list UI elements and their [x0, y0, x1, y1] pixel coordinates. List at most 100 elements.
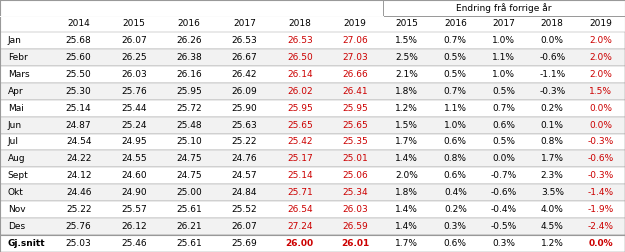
Text: 24.75: 24.75: [176, 171, 202, 180]
Text: 26.53: 26.53: [287, 36, 312, 45]
Bar: [0, 117, 625, 134]
Text: 25.61: 25.61: [176, 239, 202, 248]
Text: 0.5%: 0.5%: [492, 87, 516, 96]
Text: 2017: 2017: [492, 19, 515, 28]
Text: 0.3%: 0.3%: [492, 239, 516, 248]
Bar: [0, 0, 625, 16]
Bar: [0, 134, 625, 150]
Text: 2.3%: 2.3%: [541, 171, 564, 180]
Text: -0.6%: -0.6%: [491, 188, 517, 197]
Text: 1.4%: 1.4%: [396, 222, 418, 231]
Text: 2.0%: 2.0%: [589, 53, 612, 62]
Text: 26.12: 26.12: [121, 222, 147, 231]
Bar: [0, 83, 625, 100]
Text: 24.76: 24.76: [232, 154, 258, 164]
Text: 25.95: 25.95: [287, 104, 312, 113]
Text: 1.0%: 1.0%: [492, 70, 516, 79]
Text: Jul: Jul: [8, 138, 19, 146]
Text: 1.1%: 1.1%: [492, 53, 516, 62]
Text: 0.5%: 0.5%: [444, 70, 467, 79]
Text: 25.22: 25.22: [66, 205, 91, 214]
Text: -0.6%: -0.6%: [539, 53, 566, 62]
Bar: [0, 150, 625, 167]
Text: 25.03: 25.03: [66, 239, 91, 248]
Text: -0.3%: -0.3%: [588, 171, 614, 180]
Text: 4.0%: 4.0%: [541, 205, 564, 214]
Text: 0.8%: 0.8%: [444, 154, 467, 164]
Bar: [0, 167, 625, 184]
Text: -1.9%: -1.9%: [588, 205, 614, 214]
Text: Jun: Jun: [8, 120, 22, 130]
Text: 25.00: 25.00: [176, 188, 202, 197]
Text: 24.12: 24.12: [66, 171, 91, 180]
Text: -0.5%: -0.5%: [491, 222, 517, 231]
Text: 25.95: 25.95: [342, 104, 368, 113]
Text: 26.26: 26.26: [176, 36, 202, 45]
Text: 0.0%: 0.0%: [541, 36, 564, 45]
Text: -0.6%: -0.6%: [588, 154, 614, 164]
Text: 0.5%: 0.5%: [444, 53, 467, 62]
Text: 26.50: 26.50: [287, 53, 312, 62]
Text: 24.75: 24.75: [176, 154, 202, 164]
Text: 1.2%: 1.2%: [541, 239, 564, 248]
Text: 25.48: 25.48: [176, 120, 202, 130]
Text: -0.3%: -0.3%: [539, 87, 566, 96]
Text: -0.7%: -0.7%: [491, 171, 517, 180]
Text: 26.07: 26.07: [232, 222, 258, 231]
Text: 25.46: 25.46: [121, 239, 147, 248]
Bar: [0, 201, 625, 218]
Text: 2017: 2017: [233, 19, 256, 28]
Text: 26.67: 26.67: [232, 53, 258, 62]
Text: Des: Des: [8, 222, 25, 231]
Text: 1.5%: 1.5%: [396, 36, 418, 45]
Text: Jan: Jan: [8, 36, 21, 45]
Text: 2019: 2019: [344, 19, 366, 28]
Text: 25.90: 25.90: [232, 104, 258, 113]
Text: Sept: Sept: [8, 171, 28, 180]
Text: 0.2%: 0.2%: [541, 104, 564, 113]
Text: 26.42: 26.42: [232, 70, 258, 79]
Text: 0.2%: 0.2%: [444, 205, 467, 214]
Text: 25.14: 25.14: [287, 171, 312, 180]
Text: 26.21: 26.21: [176, 222, 202, 231]
Text: 25.24: 25.24: [121, 120, 147, 130]
Text: 26.09: 26.09: [232, 87, 258, 96]
Text: 1.1%: 1.1%: [444, 104, 467, 113]
Text: 25.35: 25.35: [342, 138, 368, 146]
Text: 1.8%: 1.8%: [396, 87, 418, 96]
Text: 24.22: 24.22: [66, 154, 91, 164]
Text: 0.3%: 0.3%: [444, 222, 467, 231]
Text: 0.1%: 0.1%: [541, 120, 564, 130]
Text: 2016: 2016: [444, 19, 467, 28]
Text: 2019: 2019: [589, 19, 612, 28]
Text: 0.8%: 0.8%: [541, 138, 564, 146]
Text: 25.01: 25.01: [342, 154, 368, 164]
Text: 25.22: 25.22: [232, 138, 258, 146]
Bar: [382, 0, 625, 16]
Text: 2014: 2014: [68, 19, 90, 28]
Text: Apr: Apr: [8, 87, 23, 96]
Text: 26.59: 26.59: [342, 222, 368, 231]
Text: Nov: Nov: [8, 205, 25, 214]
Text: 2.1%: 2.1%: [396, 70, 418, 79]
Text: 25.30: 25.30: [66, 87, 91, 96]
Text: 25.95: 25.95: [176, 87, 202, 96]
Text: 25.10: 25.10: [176, 138, 202, 146]
Text: 26.25: 26.25: [121, 53, 147, 62]
Text: 25.42: 25.42: [287, 138, 312, 146]
Text: -1.1%: -1.1%: [539, 70, 566, 79]
Text: 26.07: 26.07: [121, 36, 147, 45]
Text: 26.00: 26.00: [286, 239, 314, 248]
Text: 2015: 2015: [396, 19, 418, 28]
Bar: [0, 32, 625, 49]
Bar: [0, 16, 625, 32]
Text: 2.5%: 2.5%: [396, 53, 418, 62]
Bar: [0, 100, 625, 117]
Text: 1.4%: 1.4%: [396, 205, 418, 214]
Text: 24.90: 24.90: [121, 188, 147, 197]
Text: 25.76: 25.76: [121, 87, 147, 96]
Text: 26.53: 26.53: [232, 36, 258, 45]
Text: 0.4%: 0.4%: [444, 188, 467, 197]
Text: 0.0%: 0.0%: [589, 120, 612, 130]
Text: 0.7%: 0.7%: [444, 36, 467, 45]
